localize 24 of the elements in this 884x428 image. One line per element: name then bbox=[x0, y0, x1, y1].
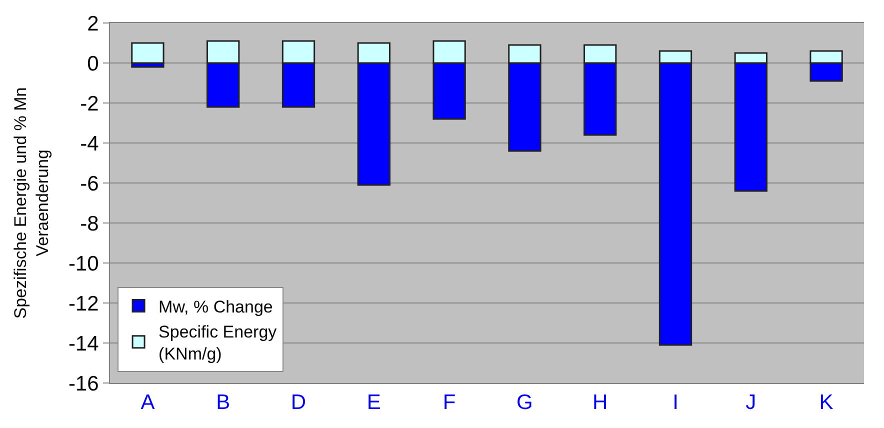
x-tick-label: A bbox=[140, 391, 155, 414]
y-tick-label: -14 bbox=[68, 332, 100, 356]
y-tick-label: 0 bbox=[87, 52, 99, 76]
y-tick-label: -2 bbox=[80, 92, 99, 116]
x-tick-label: I bbox=[672, 391, 678, 414]
y-tick-label: -4 bbox=[80, 132, 100, 156]
x-tick-label: K bbox=[819, 391, 834, 414]
legend-label: Specific Energy (KNm/g) bbox=[158, 322, 278, 364]
x-tick-label: G bbox=[516, 391, 533, 414]
legend-label: Mw, % Change bbox=[158, 297, 273, 316]
x-tick-label: F bbox=[442, 391, 456, 414]
x-tick-label: D bbox=[290, 391, 306, 414]
y-axis-title: Spezifische Energie und % Mn Veraenderung bbox=[10, 87, 52, 319]
x-tick-label: J bbox=[746, 391, 756, 414]
x-tick-label: E bbox=[366, 391, 381, 414]
y-tick-label: -10 bbox=[68, 252, 99, 276]
y-tick-label: -8 bbox=[80, 212, 99, 236]
y-tick-label: -6 bbox=[80, 172, 99, 196]
y-tick-label: 2 bbox=[87, 12, 99, 36]
x-tick-label: B bbox=[216, 391, 230, 414]
x-tick-label: H bbox=[592, 391, 608, 414]
bar bbox=[131, 42, 164, 64]
y-tick-label: -16 bbox=[68, 372, 99, 396]
y-tick-label: -12 bbox=[68, 292, 99, 316]
